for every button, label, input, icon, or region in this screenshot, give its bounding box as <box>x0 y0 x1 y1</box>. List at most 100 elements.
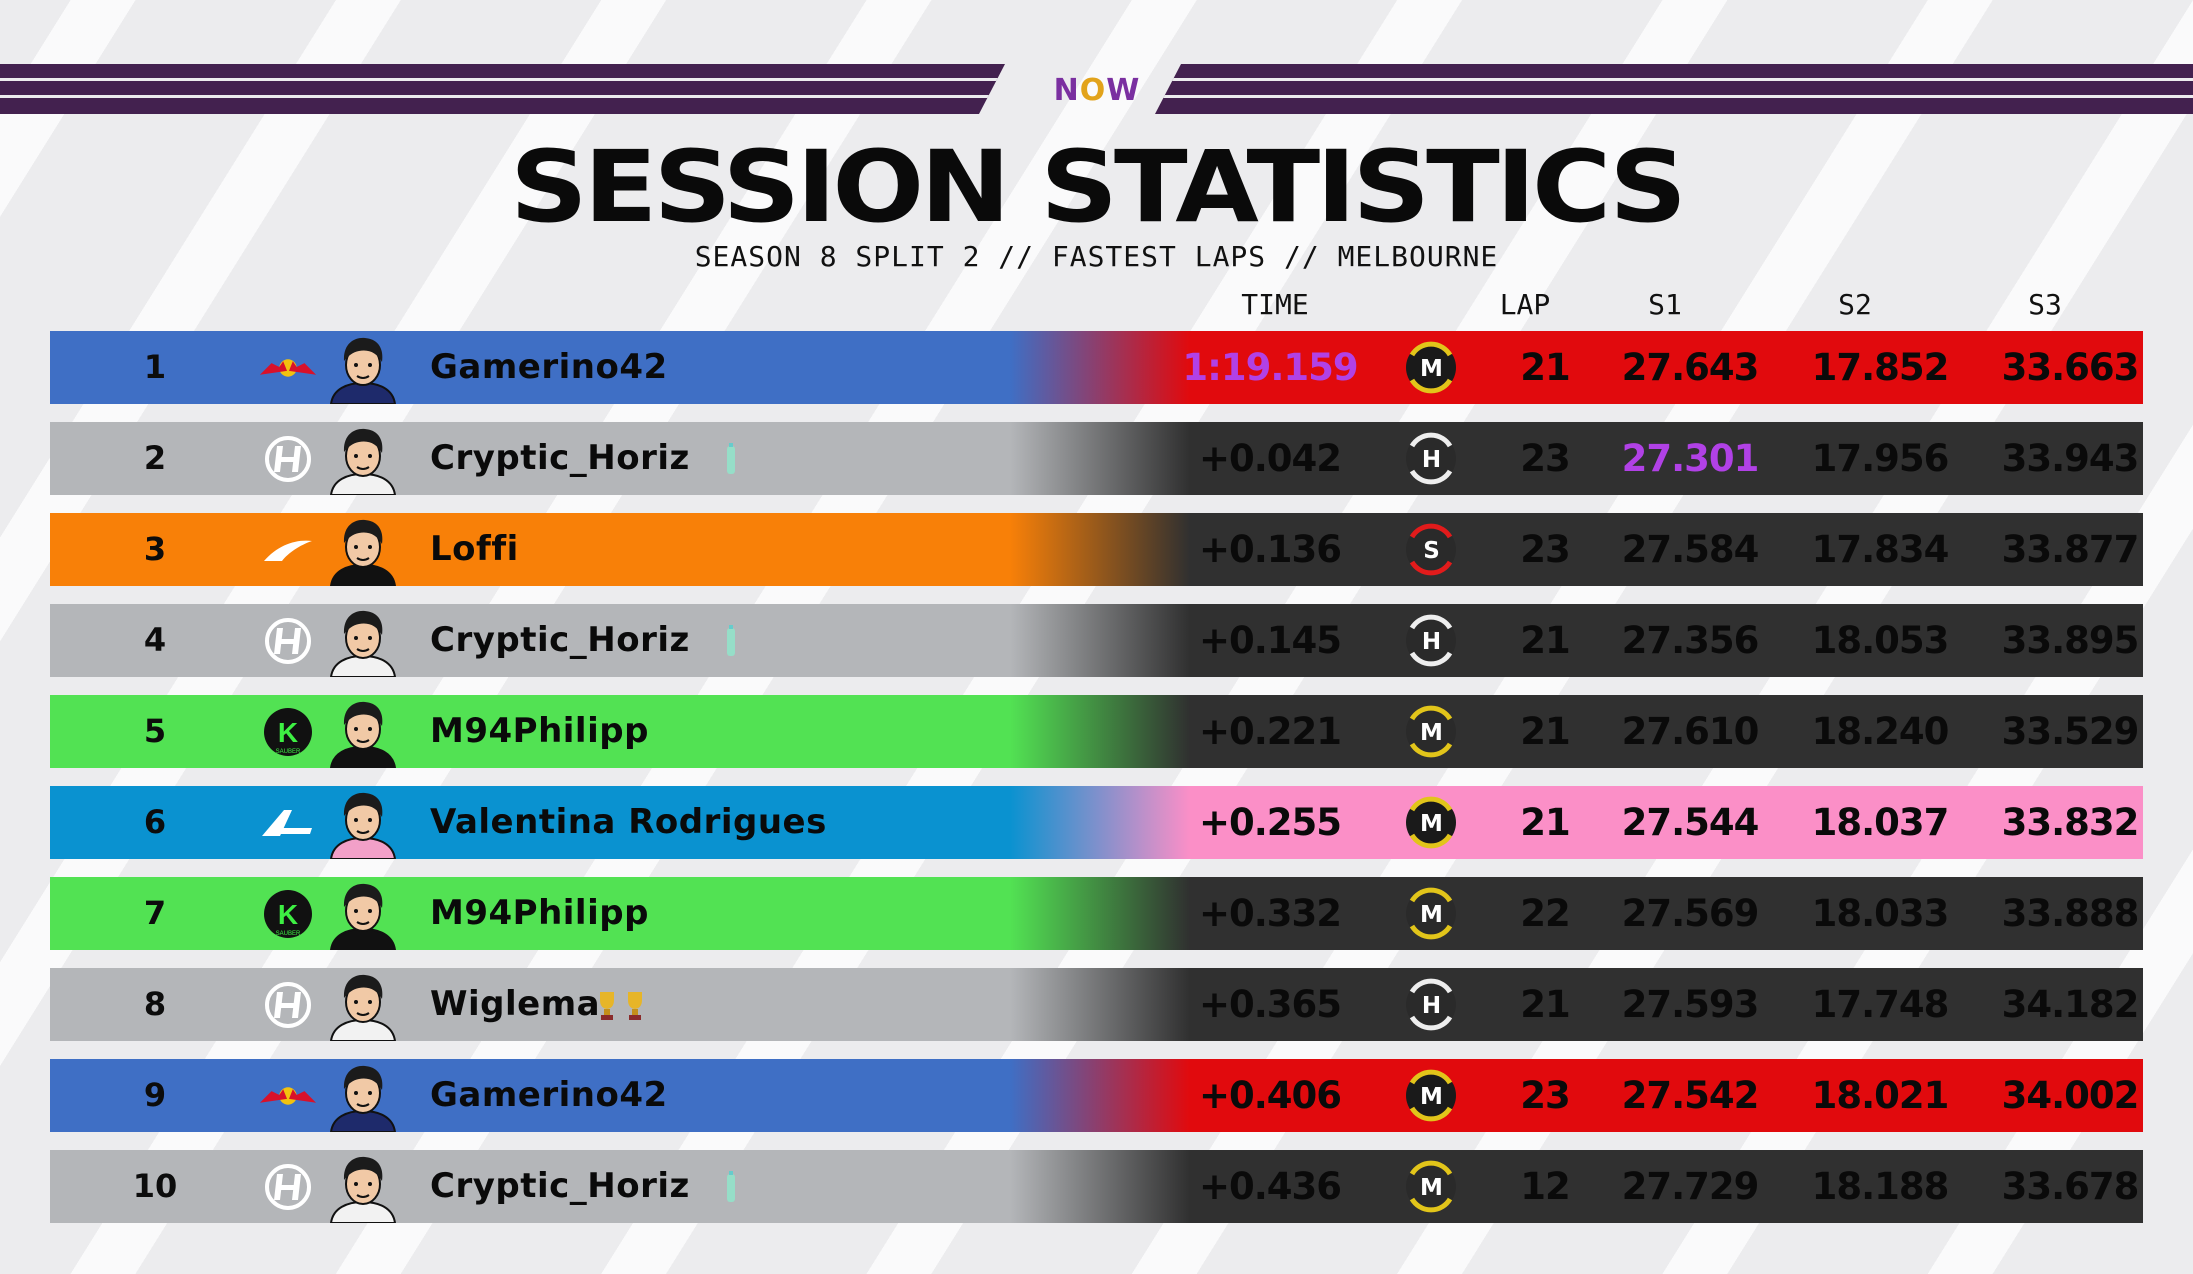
svg-text:M: M <box>1420 1175 1442 1201</box>
lap-time: +0.332 <box>1198 892 1342 935</box>
position: 2 <box>143 439 167 477</box>
haas-icon <box>258 430 318 487</box>
table-row: 3 Loffi +0.136 S 23 27.584 17.834 33.877 <box>50 513 2143 586</box>
table-row: 2 Cryptic_Horiz +0.042 H 23 27.301 17.956 33.94… <box>50 422 2143 495</box>
lap-time: +0.145 <box>1198 619 1342 662</box>
kick-icon: K SAUBER <box>258 703 318 760</box>
svg-text:M: M <box>1420 902 1442 928</box>
sector-1-time: 27.729 <box>1621 1165 1760 1208</box>
driver-name: Gamerino42 <box>430 347 668 387</box>
driver-name: Wiglema <box>430 984 601 1024</box>
driver-avatar <box>323 513 403 586</box>
table-row: 5 K SAUBER M94Philipp +0.221 M 21 27.610 18.240 3… <box>50 695 2143 768</box>
position: 10 <box>132 1167 178 1205</box>
svg-text:SAUBER: SAUBER <box>276 931 301 937</box>
svg-text:H: H <box>1422 629 1440 655</box>
driver-name: Gamerino42 <box>430 1075 668 1115</box>
column-header-s1: S1 <box>1648 288 1682 321</box>
lap-number: 23 <box>1520 528 1571 571</box>
svg-text:M: M <box>1420 811 1442 837</box>
energy-drink-icon <box>724 1170 738 1204</box>
lap-number: 23 <box>1520 437 1571 480</box>
driver-avatar <box>323 422 403 495</box>
lap-number: 21 <box>1520 710 1571 753</box>
driver-name: Cryptic_Horiz <box>430 438 690 478</box>
tyre-s-icon: S <box>1402 521 1460 578</box>
driver-avatar <box>323 331 403 404</box>
svg-text:S: S <box>1423 538 1439 564</box>
driver-name: M94Philipp <box>430 711 649 751</box>
sector-2-time: 18.033 <box>1811 892 1950 935</box>
tyre-m-icon: M <box>1402 794 1460 851</box>
driver-avatar <box>323 968 403 1041</box>
driver-avatar <box>323 604 403 677</box>
position: 7 <box>143 894 167 932</box>
tyre-m-icon: M <box>1402 339 1460 396</box>
sector-2-time: 17.956 <box>1811 437 1950 480</box>
position: 3 <box>143 530 167 568</box>
sector-1-time: 27.542 <box>1621 1074 1760 1117</box>
lap-number: 21 <box>1520 346 1571 389</box>
bull-icon <box>258 339 318 396</box>
table-row: 7 K SAUBER M94Philipp +0.332 M 22 27.569 18.033 3… <box>50 877 2143 950</box>
svg-text:SAUBER: SAUBER <box>276 749 301 755</box>
position: 9 <box>143 1076 167 1114</box>
bull-icon <box>258 1067 318 1124</box>
driver-avatar <box>323 786 403 859</box>
sector-3-time: 33.832 <box>2001 801 2140 844</box>
position: 5 <box>143 712 167 750</box>
driver-name: Cryptic_Horiz <box>430 620 690 660</box>
sector-3-time: 33.888 <box>2001 892 2140 935</box>
alpine-icon <box>258 794 318 851</box>
table-row: 4 Cryptic_Horiz +0.145 H 21 27.356 18.053 33.89… <box>50 604 2143 677</box>
driver-name: Loffi <box>430 529 519 569</box>
energy-drink-icon <box>724 624 738 658</box>
sector-3-time: 34.182 <box>2001 983 2140 1026</box>
column-header-s2: S2 <box>1838 288 1872 321</box>
sector-1-time: 27.301 <box>1621 437 1760 480</box>
row-background <box>50 1059 2143 1132</box>
energy-drink-icon <box>724 442 738 476</box>
sector-1-time: 27.643 <box>1621 346 1760 389</box>
sector-3-time: 33.678 <box>2001 1165 2140 1208</box>
driver-avatar <box>323 1059 403 1132</box>
sector-2-time: 18.188 <box>1811 1165 1950 1208</box>
lap-number: 21 <box>1520 983 1571 1026</box>
tyre-m-icon: M <box>1402 1158 1460 1215</box>
haas-icon <box>258 612 318 669</box>
sector-2-time: 18.053 <box>1811 619 1950 662</box>
svg-text:M: M <box>1420 356 1442 382</box>
driver-avatar <box>323 1150 403 1223</box>
lap-number: 22 <box>1520 892 1571 935</box>
sector-1-time: 27.569 <box>1621 892 1760 935</box>
tyre-m-icon: M <box>1402 703 1460 760</box>
page-title: SESSION STATISTICS <box>509 130 1687 246</box>
lap-time: +0.042 <box>1198 437 1342 480</box>
table-row: 6 Valentina Rodrigues +0.255 M 21 27.544 18.03… <box>50 786 2143 859</box>
lap-number: 12 <box>1520 1165 1571 1208</box>
driver-name: Cryptic_Horiz <box>430 1166 690 1206</box>
position: 8 <box>143 985 167 1023</box>
svg-text:H: H <box>1422 993 1440 1019</box>
driver-avatar <box>323 877 403 950</box>
sector-2-time: 18.021 <box>1811 1074 1950 1117</box>
lap-time: +0.436 <box>1198 1165 1342 1208</box>
lap-number: 21 <box>1520 619 1571 662</box>
position: 4 <box>143 621 167 659</box>
lap-number: 23 <box>1520 1074 1571 1117</box>
tyre-h-icon: H <box>1402 976 1460 1033</box>
sector-1-time: 27.593 <box>1621 983 1760 1026</box>
table-row: 1 Gamerino42 1:19.159 M 21 27.643 17.852 33.663 <box>50 331 2143 404</box>
table-row: 10 Cryptic_Horiz +0.436 M 12 27.729 18.188 33.6… <box>50 1150 2143 1223</box>
lap-time: +0.221 <box>1198 710 1342 753</box>
tyre-m-icon: M <box>1402 885 1460 942</box>
sector-1-time: 27.610 <box>1621 710 1760 753</box>
svg-text:K: K <box>278 717 298 748</box>
column-header-s3: S3 <box>2028 288 2062 321</box>
row-background <box>50 786 2143 859</box>
sector-3-time: 33.529 <box>2001 710 2140 753</box>
row-background <box>50 968 2143 1041</box>
sector-3-time: 33.895 <box>2001 619 2140 662</box>
page-subtitle: SEASON 8 SPLIT 2 // FASTEST LAPS // MELB… <box>694 240 1499 273</box>
